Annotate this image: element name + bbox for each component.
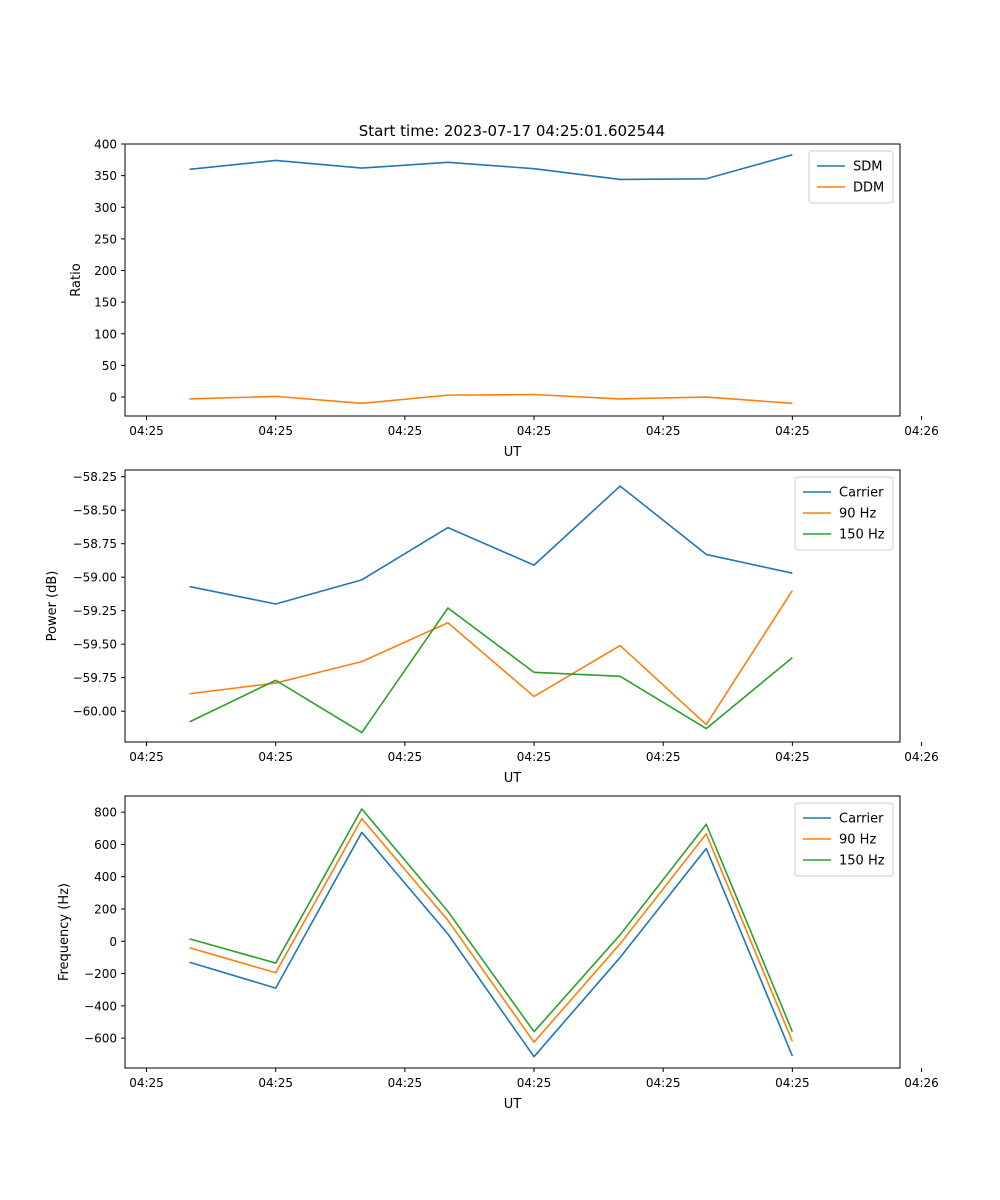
chart-title: Start time: 2023-07-17 04:25:01.602544 (359, 122, 665, 140)
frequency-y-tick-label: −200 (84, 967, 117, 981)
power-legend-label: Carrier (839, 486, 884, 501)
power-x-tick-label: 04:25 (388, 750, 423, 764)
ratio-x-axis-label: UT (504, 445, 522, 460)
frequency-y-tick-label: 800 (94, 806, 117, 820)
power-y-tick-label: −60.00 (73, 705, 117, 719)
frequency-y-tick-label: 600 (94, 838, 117, 852)
ratio-axes-frame (124, 143, 901, 417)
ratio-y-tick-label: 50 (102, 359, 117, 373)
frequency-x-tick-label: 04:26 (904, 1076, 939, 1090)
ratio-legend-label: DDM (853, 181, 884, 196)
power-legend: Carrier 90 Hz 150 Hz (794, 476, 894, 551)
frequency-legend: Carrier 90 Hz 150 Hz (794, 802, 894, 877)
power-series-150-hz-line (189, 607, 793, 734)
ratio-x-tick-label: 04:25 (646, 424, 681, 438)
frequency-series-carrier-line (189, 831, 794, 1058)
power-y-tick-label: −59.00 (73, 571, 117, 585)
ratio-series-ddm-line (189, 393, 793, 405)
power-x-tick-label: 04:25 (775, 750, 810, 764)
ratio-y-tick-label: 0 (109, 391, 117, 405)
ratio-x-tick-label: 04:26 (904, 424, 939, 438)
ratio-x-tick-label: 04:25 (775, 424, 810, 438)
frequency-y-tick-label: −600 (84, 1032, 117, 1046)
ratio-y-tick-label: 100 (94, 327, 117, 341)
frequency-x-tick-label: 04:25 (517, 1076, 552, 1090)
frequency-x-axis-label: UT (504, 1097, 522, 1112)
ratio-x-tick-label: 04:25 (129, 424, 164, 438)
frequency-y-tick-label: 200 (94, 902, 117, 916)
ratio-legend: SDM DDM (808, 150, 894, 204)
frequency-x-tick-label: 04:25 (388, 1076, 423, 1090)
frequency-x-tick-label: 04:25 (129, 1076, 164, 1090)
ratio-x-tick-label: 04:25 (258, 424, 293, 438)
power-x-tick-label: 04:25 (517, 750, 552, 764)
ratio-y-tick-label: 300 (94, 201, 117, 215)
ratio-series-sdm-line (189, 153, 793, 181)
ratio-y-tick-label: 400 (94, 138, 117, 152)
frequency-x-tick-label: 04:25 (258, 1076, 293, 1090)
ratio-x-tick-label: 04:25 (388, 424, 423, 438)
frequency-y-tick-label: 400 (94, 870, 117, 884)
power-x-tick-label: 04:26 (904, 750, 939, 764)
ratio-panel: 04:25 04:25 04:25 04:25 04:25 04:25 04:26 0 50 10… (69, 138, 939, 461)
frequency-panel: 04:25 04:25 04:25 04:25 04:25 04:25 04:26 −600 −… (57, 795, 939, 1112)
frequency-legend-label: 150 Hz (839, 854, 885, 869)
frequency-y-tick-label: 0 (109, 935, 117, 949)
frequency-series-90-hz-line (189, 817, 794, 1043)
frequency-y-tick-label: −400 (84, 999, 117, 1013)
ratio-y-tick-label: 350 (94, 169, 117, 183)
power-y-tick-label: −58.75 (73, 537, 117, 551)
power-y-tick-label: −59.50 (73, 638, 117, 652)
power-legend-label: 90 Hz (839, 507, 876, 522)
frequency-y-axis-label: Frequency (Hz) (57, 883, 72, 981)
power-x-tick-label: 04:25 (646, 750, 681, 764)
ratio-legend-label: SDM (853, 160, 882, 175)
power-x-tick-label: 04:25 (129, 750, 164, 764)
frequency-legend-box (794, 802, 894, 877)
ratio-y-tick-label: 150 (94, 296, 117, 310)
frequency-series-150-hz-line (189, 808, 794, 1033)
power-series-carrier-line (189, 485, 793, 605)
ratio-y-tick-label: 200 (94, 264, 117, 278)
power-y-tick-label: −58.25 (73, 470, 117, 484)
power-axes-frame (124, 469, 901, 743)
ratio-x-tick-label: 04:25 (517, 424, 552, 438)
ratio-legend-box (808, 150, 894, 204)
power-y-tick-label: −58.50 (73, 504, 117, 518)
power-x-axis-label: UT (504, 771, 522, 786)
frequency-legend-label: 90 Hz (839, 833, 876, 848)
power-y-axis-label: Power (dB) (45, 571, 60, 642)
power-y-tick-label: −59.25 (73, 604, 117, 618)
power-series-90-hz-line (189, 590, 794, 726)
power-legend-box (794, 476, 894, 551)
power-x-tick-label: 04:25 (258, 750, 293, 764)
frequency-x-tick-label: 04:25 (775, 1076, 810, 1090)
ratio-y-axis-label: Ratio (69, 263, 84, 296)
power-y-tick-label: −59.75 (73, 671, 117, 685)
frequency-axes-frame (124, 795, 901, 1069)
ratio-y-tick-label: 250 (94, 232, 117, 246)
power-panel: 04:25 04:25 04:25 04:25 04:25 04:25 04:26 −60.0… (45, 469, 939, 786)
frequency-legend-label: Carrier (839, 812, 884, 827)
power-legend-label: 150 Hz (839, 528, 885, 543)
frequency-x-tick-label: 04:25 (646, 1076, 681, 1090)
